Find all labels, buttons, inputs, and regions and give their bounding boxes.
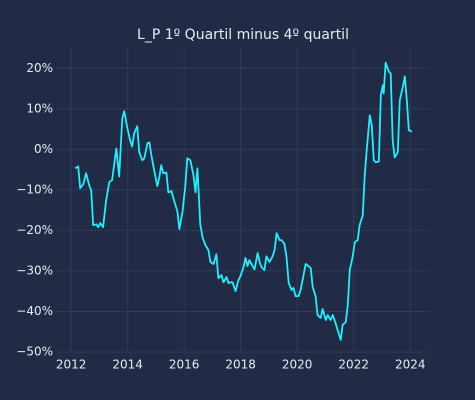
x-tick-label: 2012 (56, 358, 87, 372)
y-tick-label: −20% (16, 223, 53, 237)
y-tick-label: 0% (34, 142, 53, 156)
y-tick-label: −40% (16, 304, 53, 318)
y-tick-label: −10% (16, 182, 53, 196)
data-line (74, 61, 413, 341)
x-tick-label: 2020 (282, 358, 313, 372)
x-tick-label: 2018 (225, 358, 256, 372)
x-tick-label: 2014 (112, 358, 143, 372)
x-tick-label: 2024 (395, 358, 426, 372)
x-tick-label: 2016 (169, 358, 200, 372)
x-tick-label: 2022 (338, 358, 369, 372)
y-tick-label: −30% (16, 263, 53, 277)
y-tick-label: −50% (16, 345, 53, 359)
chart-title: L_P 1º Quartil minus 4º quartil (137, 27, 349, 43)
y-tick-label: 10% (26, 101, 53, 115)
y-tick-label: 20% (26, 61, 53, 75)
